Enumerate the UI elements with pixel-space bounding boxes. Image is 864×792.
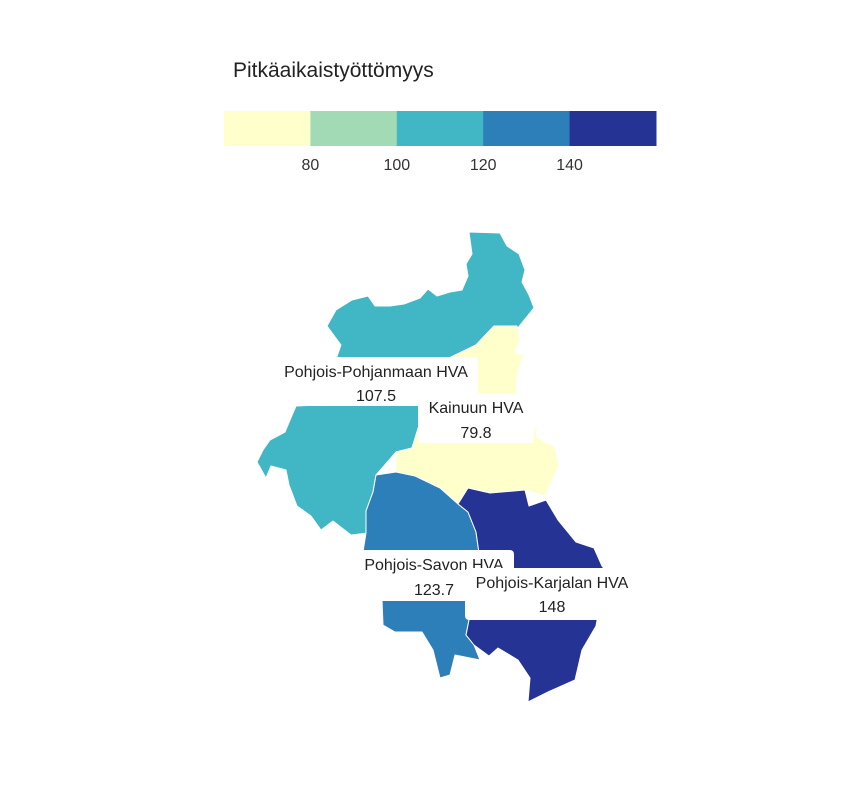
label-pohjois-karjala: Pohjois-Karjalan HVA 148 — [465, 568, 633, 620]
legend-swatch-0 — [224, 111, 311, 146]
legend-tick-label-1: 100 — [383, 157, 410, 174]
label-name-pohjois-pohjanmaa: Pohjois-Pohjanmaan HVA — [284, 364, 468, 381]
legend-title: Pitkäaikaistyöttömyys — [233, 59, 434, 82]
legend-color-bar — [224, 111, 657, 146]
legend-tick-label-0: 80 — [302, 157, 320, 174]
legend-swatch-3 — [483, 111, 571, 146]
legend-swatch-4 — [569, 111, 657, 146]
label-value-kainuu: 79.8 — [460, 425, 491, 442]
legend-swatch-2 — [396, 111, 484, 146]
legend-ticks: 80 100 120 140 — [302, 157, 584, 174]
label-name-pohjois-karjala: Pohjois-Karjalan HVA — [476, 575, 629, 592]
label-value-pohjois-savo: 123.7 — [414, 582, 454, 599]
legend-swatch-1 — [310, 111, 398, 146]
label-kainuu: Kainuun HVA 79.8 — [418, 393, 534, 443]
legend: Pitkäaikaistyöttömyys 80 100 120 140 — [224, 59, 657, 174]
label-box-kainuu — [418, 393, 534, 443]
label-name-kainuu: Kainuun HVA — [429, 400, 524, 417]
legend-tick-label-3: 140 — [556, 157, 583, 174]
label-value-pohjois-pohjanmaa: 107.5 — [356, 388, 396, 405]
label-value-pohjois-karjala: 148 — [539, 599, 566, 616]
label-box-pohjois-karjala — [465, 568, 633, 620]
legend-tick-label-2: 120 — [470, 157, 497, 174]
